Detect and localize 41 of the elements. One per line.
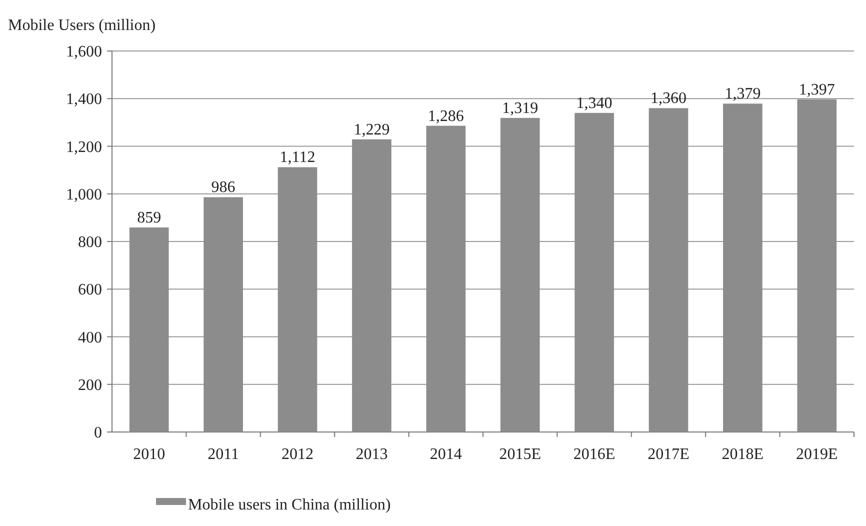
y-tick-label: 200 bbox=[78, 376, 102, 394]
bar bbox=[648, 108, 688, 432]
y-axis-title: Mobile Users (million) bbox=[8, 17, 156, 34]
data-label: 1,397 bbox=[798, 81, 835, 98]
x-tick-label: 2010 bbox=[133, 446, 166, 463]
data-label: 1,112 bbox=[280, 149, 316, 166]
data-label: 986 bbox=[211, 179, 236, 196]
x-tick-label: 2015E bbox=[499, 446, 541, 463]
y-tick-label: 800 bbox=[78, 234, 102, 252]
y-tick-label: 0 bbox=[94, 424, 102, 442]
x-tick-label: 2016E bbox=[573, 446, 616, 463]
x-tick-label: 2014 bbox=[430, 446, 462, 463]
data-label: 1,379 bbox=[724, 86, 761, 103]
bar bbox=[723, 104, 762, 432]
bar bbox=[352, 139, 392, 432]
data-label: 1,319 bbox=[502, 100, 538, 117]
data-label: 1,286 bbox=[428, 108, 464, 125]
data-label: 859 bbox=[137, 209, 162, 226]
x-tick-label: 2012 bbox=[282, 446, 314, 463]
bar bbox=[500, 118, 540, 432]
legend-label: Mobile users in China (million) bbox=[188, 496, 391, 514]
x-tick-label: 2019E bbox=[796, 446, 838, 463]
y-tick-label: 1,600 bbox=[66, 44, 102, 61]
data-label: 1,360 bbox=[650, 90, 686, 108]
bar bbox=[204, 197, 243, 432]
y-tick-label: 1,000 bbox=[66, 186, 102, 204]
bar bbox=[797, 99, 837, 432]
x-tick-label: 2017E bbox=[648, 446, 690, 463]
x-tick-label: 2011 bbox=[208, 446, 240, 463]
y-tick-label: 1,200 bbox=[66, 138, 102, 156]
y-tick-label: 1,400 bbox=[66, 91, 102, 108]
x-tick-label: 2013 bbox=[356, 446, 388, 463]
bar bbox=[278, 167, 318, 432]
bar bbox=[129, 227, 169, 432]
y-tick-label: 600 bbox=[78, 282, 102, 299]
bar bbox=[574, 112, 614, 432]
y-tick-label: 400 bbox=[78, 329, 102, 346]
bar bbox=[426, 126, 466, 432]
data-label: 1,340 bbox=[576, 94, 612, 112]
x-tick-label: 2018E bbox=[722, 446, 764, 463]
data-label: 1,229 bbox=[354, 121, 390, 138]
